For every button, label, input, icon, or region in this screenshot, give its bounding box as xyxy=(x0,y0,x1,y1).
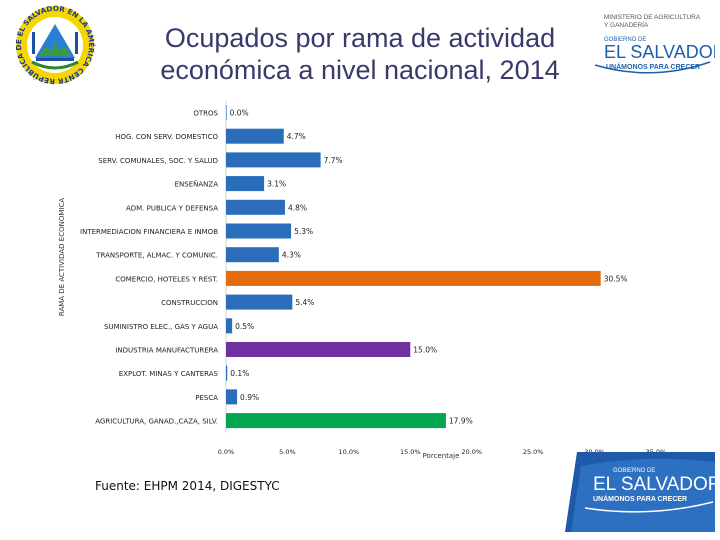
value-label-intermediacion-financiera-e-inmob: 5.3% xyxy=(294,227,313,236)
bar-chart: RAMA DE ACTIVIDAD ECONOMICA Porcentaje O… xyxy=(58,101,666,460)
page-title: Ocupados por rama de actividad económica… xyxy=(120,22,600,86)
x-tick-label-0: 0.0% xyxy=(218,448,235,456)
country-name: EL SALVADOR xyxy=(604,42,715,62)
country-name-bottom: EL SALVADOR xyxy=(593,474,715,495)
category-label-pesca: PESCA xyxy=(195,394,218,402)
title-line-1: Ocupados por rama de actividad xyxy=(164,23,556,53)
bar-industria-manufacturera xyxy=(226,342,411,357)
value-label-ensenanza: 3.1% xyxy=(267,180,286,189)
bar-transporte-almac-y-comunic xyxy=(226,247,279,263)
title-line-2: económica a nivel nacional, 2014 xyxy=(160,55,560,85)
category-label-adm-publica-y-defensa: ADM. PUBLICA Y DEFENSA xyxy=(126,204,218,212)
bar-construccion xyxy=(226,294,293,310)
bar-ensenanza xyxy=(226,176,265,192)
ministry-line-2: Y GANADERÍA xyxy=(604,20,649,29)
x-tick-label-7: 35.0% xyxy=(646,448,667,456)
government-logo: GOBIERNO DE EL SALVADOR UNÁMONOS PARA CR… xyxy=(565,452,715,532)
bars-group: OTROS 0.0% HOG. CON SERV. DOMESTICO 4.7% SER… xyxy=(80,101,666,456)
category-label-ensenanza: ENSEÑANZA xyxy=(175,180,219,189)
bar-intermediacion-financiera-e-inmob xyxy=(226,223,292,239)
category-label-otros: OTROS xyxy=(193,110,218,118)
bar-adm-publica-y-defensa xyxy=(226,199,285,215)
x-tick-label-5: 25.0% xyxy=(523,448,544,456)
x-tick-label-6: 30.0% xyxy=(584,448,605,456)
category-label-industria-manufacturera: INDUSTRIA MANUFACTURERA xyxy=(115,347,218,355)
national-seal-logo: REPÚBLICA DE EL SALVADOR EN LA AMÉRICA C… xyxy=(6,4,96,86)
bar-explot-minas-y-canteras xyxy=(226,365,228,381)
category-label-intermediacion-financiera-e-inmob: INTERMEDIACION FINANCIERA E INMOB xyxy=(80,228,218,236)
value-label-industria-manufacturera: 15.0% xyxy=(413,346,437,355)
category-label-hog-con-serv-domestico: HOG. CON SERV. DOMESTICO xyxy=(115,133,218,141)
value-label-agricultura-ganad-caza-silv: 17.9% xyxy=(449,417,473,426)
swoosh-shape xyxy=(594,61,711,74)
bar-otros xyxy=(226,105,227,120)
bar-suministro-elec-gas-y-agua xyxy=(226,318,233,334)
value-label-explot-minas-y-canteras: 0.1% xyxy=(230,369,249,378)
gov-label-bottom: GOBIERNO DE xyxy=(613,468,655,474)
value-label-serv-comunales-soc-y-salud: 7.7% xyxy=(324,156,343,165)
bar-pesca xyxy=(226,389,238,405)
gov-label: GOBIERNO DE xyxy=(604,37,646,43)
swoosh-shape-bottom xyxy=(584,501,714,513)
category-label-comercio-hoteles-y-rest: COMERCIO, HOTELES Y REST. xyxy=(115,275,218,283)
value-label-otros: 0.0% xyxy=(230,109,249,118)
value-label-adm-publica-y-defensa: 4.8% xyxy=(288,203,307,212)
value-label-comercio-hoteles-y-rest: 30.5% xyxy=(604,274,628,283)
x-tick-label-3: 15.0% xyxy=(400,448,421,456)
slogan: UNÁMONOS PARA CRECER xyxy=(606,62,700,71)
category-label-serv-comunales-soc-y-salud: SERV. COMUNALES, SOC. Y SALUD xyxy=(98,157,218,165)
category-label-construccion: CONSTRUCCION xyxy=(161,299,218,307)
source-note: Fuente: EHPM 2014, DIGESTYC xyxy=(95,479,280,493)
bar-hog-con-serv-domestico xyxy=(226,128,284,144)
bar-agricultura-ganad-caza-silv xyxy=(226,413,446,429)
value-label-pesca: 0.9% xyxy=(240,393,259,402)
x-axis-title: Porcentaje xyxy=(423,452,460,460)
category-label-transporte-almac-y-comunic: TRANSPORTE, ALMAC. Y COMUNIC. xyxy=(95,252,218,260)
ministry-logo: MINISTERIO DE AGRICULTURA Y GANADERÍA GO… xyxy=(594,14,715,74)
category-label-agricultura-ganad-caza-silv: AGRICULTURA, GANAD.,CAZA, SILV. xyxy=(95,418,218,426)
category-label-explot-minas-y-canteras: EXPLOT. MINAS Y CANTERAS xyxy=(119,370,219,378)
category-label-suministro-elec-gas-y-agua: SUMINISTRO ELEC., GAS Y AGUA xyxy=(104,323,218,331)
y-axis-title: RAMA DE ACTIVIDAD ECONOMICA xyxy=(58,198,66,316)
bar-serv-comunales-soc-y-salud xyxy=(226,152,321,168)
x-tick-label-1: 5.0% xyxy=(279,448,296,456)
value-label-hog-con-serv-domestico: 4.7% xyxy=(287,132,306,141)
value-label-transporte-almac-y-comunic: 4.3% xyxy=(282,251,301,260)
x-tick-label-4: 20.0% xyxy=(461,448,482,456)
value-label-suministro-elec-gas-y-agua: 0.5% xyxy=(235,322,254,331)
x-tick-label-2: 10.0% xyxy=(339,448,360,456)
bar-comercio-hoteles-y-rest xyxy=(226,270,601,286)
slogan-bottom: UNÁMONOS PARA CRECER xyxy=(593,494,687,503)
value-label-construccion: 5.4% xyxy=(295,298,314,307)
ministry-line-1: MINISTERIO DE AGRICULTURA xyxy=(604,14,701,21)
